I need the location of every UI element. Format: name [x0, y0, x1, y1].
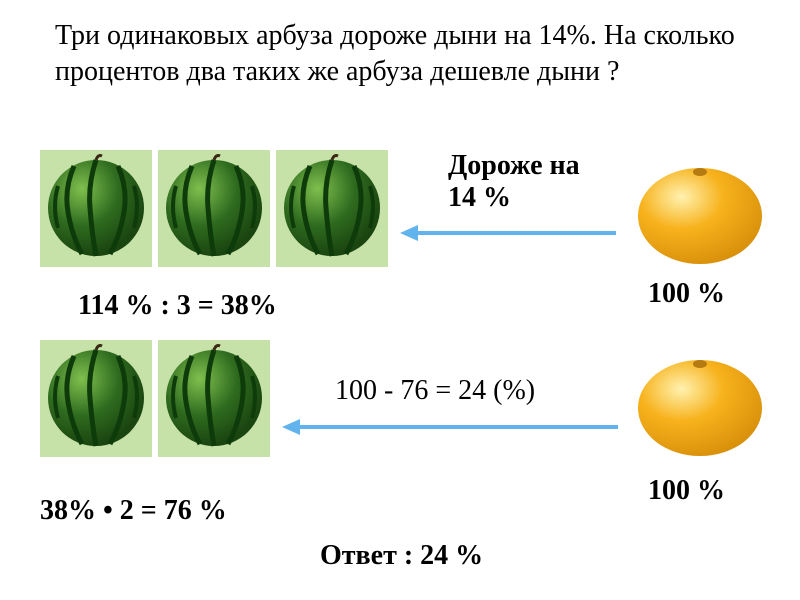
watermelon-tile: [40, 150, 152, 267]
melon-icon: [630, 350, 770, 460]
melon-icon: [630, 158, 770, 268]
melon-1: [630, 158, 770, 273]
watermelon-tile: [40, 340, 152, 457]
watermelon-icon: [44, 344, 148, 448]
watermelon-tile: [276, 150, 388, 267]
calc-line-3: 38% • 2 = 76 %: [40, 495, 227, 527]
calc-line-2: 100 - 76 = 24 (%): [335, 375, 535, 407]
watermelon-row-1: [40, 150, 388, 267]
watermelon-icon: [44, 154, 148, 258]
watermelon-tile: [158, 340, 270, 457]
melon2-percent: 100 %: [648, 475, 725, 507]
problem-statement: Три одинаковых арбуза дороже дыни на 14%…: [55, 18, 765, 91]
watermelon-tile: [158, 150, 270, 267]
comparison-label: Дороже на 14 %: [448, 150, 608, 214]
watermelon-icon: [162, 154, 266, 258]
arrow-icon: [398, 218, 618, 248]
melon1-percent: 100 %: [648, 278, 725, 310]
calc-line-1: 114 % : 3 = 38%: [78, 290, 277, 322]
arrow-icon: [280, 412, 620, 442]
watermelon-row-2: [40, 340, 270, 457]
answer-text: Ответ : 24 %: [320, 540, 483, 572]
melon-2: [630, 350, 770, 465]
watermelon-icon: [162, 344, 266, 448]
watermelon-icon: [280, 154, 384, 258]
